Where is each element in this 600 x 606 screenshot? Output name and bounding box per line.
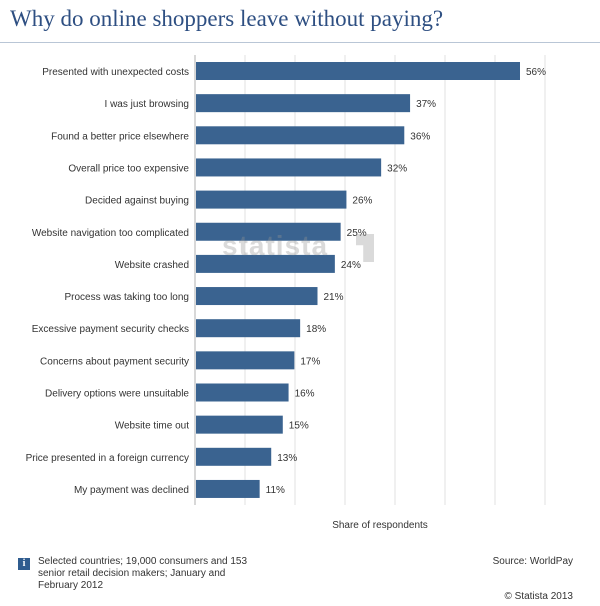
info-icon[interactable]: i bbox=[18, 558, 30, 570]
value-label: 18% bbox=[306, 324, 326, 335]
category-label: Overall price too expensive bbox=[68, 163, 189, 174]
value-label: 15% bbox=[289, 421, 309, 432]
bar[interactable] bbox=[196, 126, 405, 145]
bar[interactable] bbox=[196, 319, 301, 338]
bar[interactable] bbox=[196, 415, 283, 434]
category-label: Website time out bbox=[115, 421, 190, 432]
bar[interactable] bbox=[196, 62, 520, 80]
value-label: 17% bbox=[300, 356, 320, 367]
copyright-text: © Statista 2013 bbox=[504, 591, 573, 602]
bar[interactable] bbox=[196, 447, 272, 466]
chart-title: Why do online shoppers leave without pay… bbox=[10, 6, 444, 31]
bar-chart: Presented with unexpected costs 56% I was … bbox=[26, 55, 546, 505]
bar[interactable] bbox=[196, 287, 318, 306]
bar[interactable] bbox=[196, 190, 347, 209]
category-label: Found a better price elsewhere bbox=[51, 131, 189, 142]
value-label: 16% bbox=[295, 389, 315, 400]
bar[interactable] bbox=[196, 351, 295, 370]
value-label: 25% bbox=[347, 228, 367, 239]
watermark: statista bbox=[222, 230, 329, 261]
category-label: Decided against buying bbox=[85, 196, 189, 207]
bar[interactable] bbox=[196, 383, 289, 402]
category-label: Excessive payment security checks bbox=[32, 324, 189, 335]
value-label: 13% bbox=[277, 453, 297, 464]
category-label: Delivery options were unsuitable bbox=[45, 389, 189, 400]
value-label: 36% bbox=[410, 131, 430, 142]
value-label: 32% bbox=[387, 163, 407, 174]
category-label: I was just browsing bbox=[105, 99, 189, 110]
value-label: 21% bbox=[324, 292, 344, 303]
category-label: Presented with unexpected costs bbox=[42, 67, 189, 78]
category-label: Website crashed bbox=[115, 260, 189, 271]
category-label: My payment was declined bbox=[74, 485, 189, 496]
x-axis-label: Share of respondents bbox=[332, 520, 428, 531]
category-label: Concerns about payment security bbox=[40, 356, 189, 367]
value-label: 56% bbox=[526, 67, 546, 78]
footnote: Selected countries; 19,000 consumers and… bbox=[38, 556, 248, 591]
bar[interactable] bbox=[196, 94, 411, 113]
value-label: 26% bbox=[352, 196, 372, 207]
bar[interactable] bbox=[196, 158, 382, 177]
value-label: 24% bbox=[341, 260, 361, 271]
source-text: Source: WorldPay bbox=[492, 556, 573, 567]
value-label: 37% bbox=[416, 99, 436, 110]
category-label: Website navigation too complicated bbox=[32, 228, 189, 239]
title-divider bbox=[0, 42, 600, 43]
value-label: 11% bbox=[266, 485, 285, 496]
category-label: Price presented in a foreign currency bbox=[26, 453, 189, 464]
category-label: Process was taking too long bbox=[64, 292, 189, 303]
bar[interactable] bbox=[196, 479, 260, 498]
bar[interactable] bbox=[196, 254, 335, 273]
bar[interactable] bbox=[196, 222, 341, 241]
